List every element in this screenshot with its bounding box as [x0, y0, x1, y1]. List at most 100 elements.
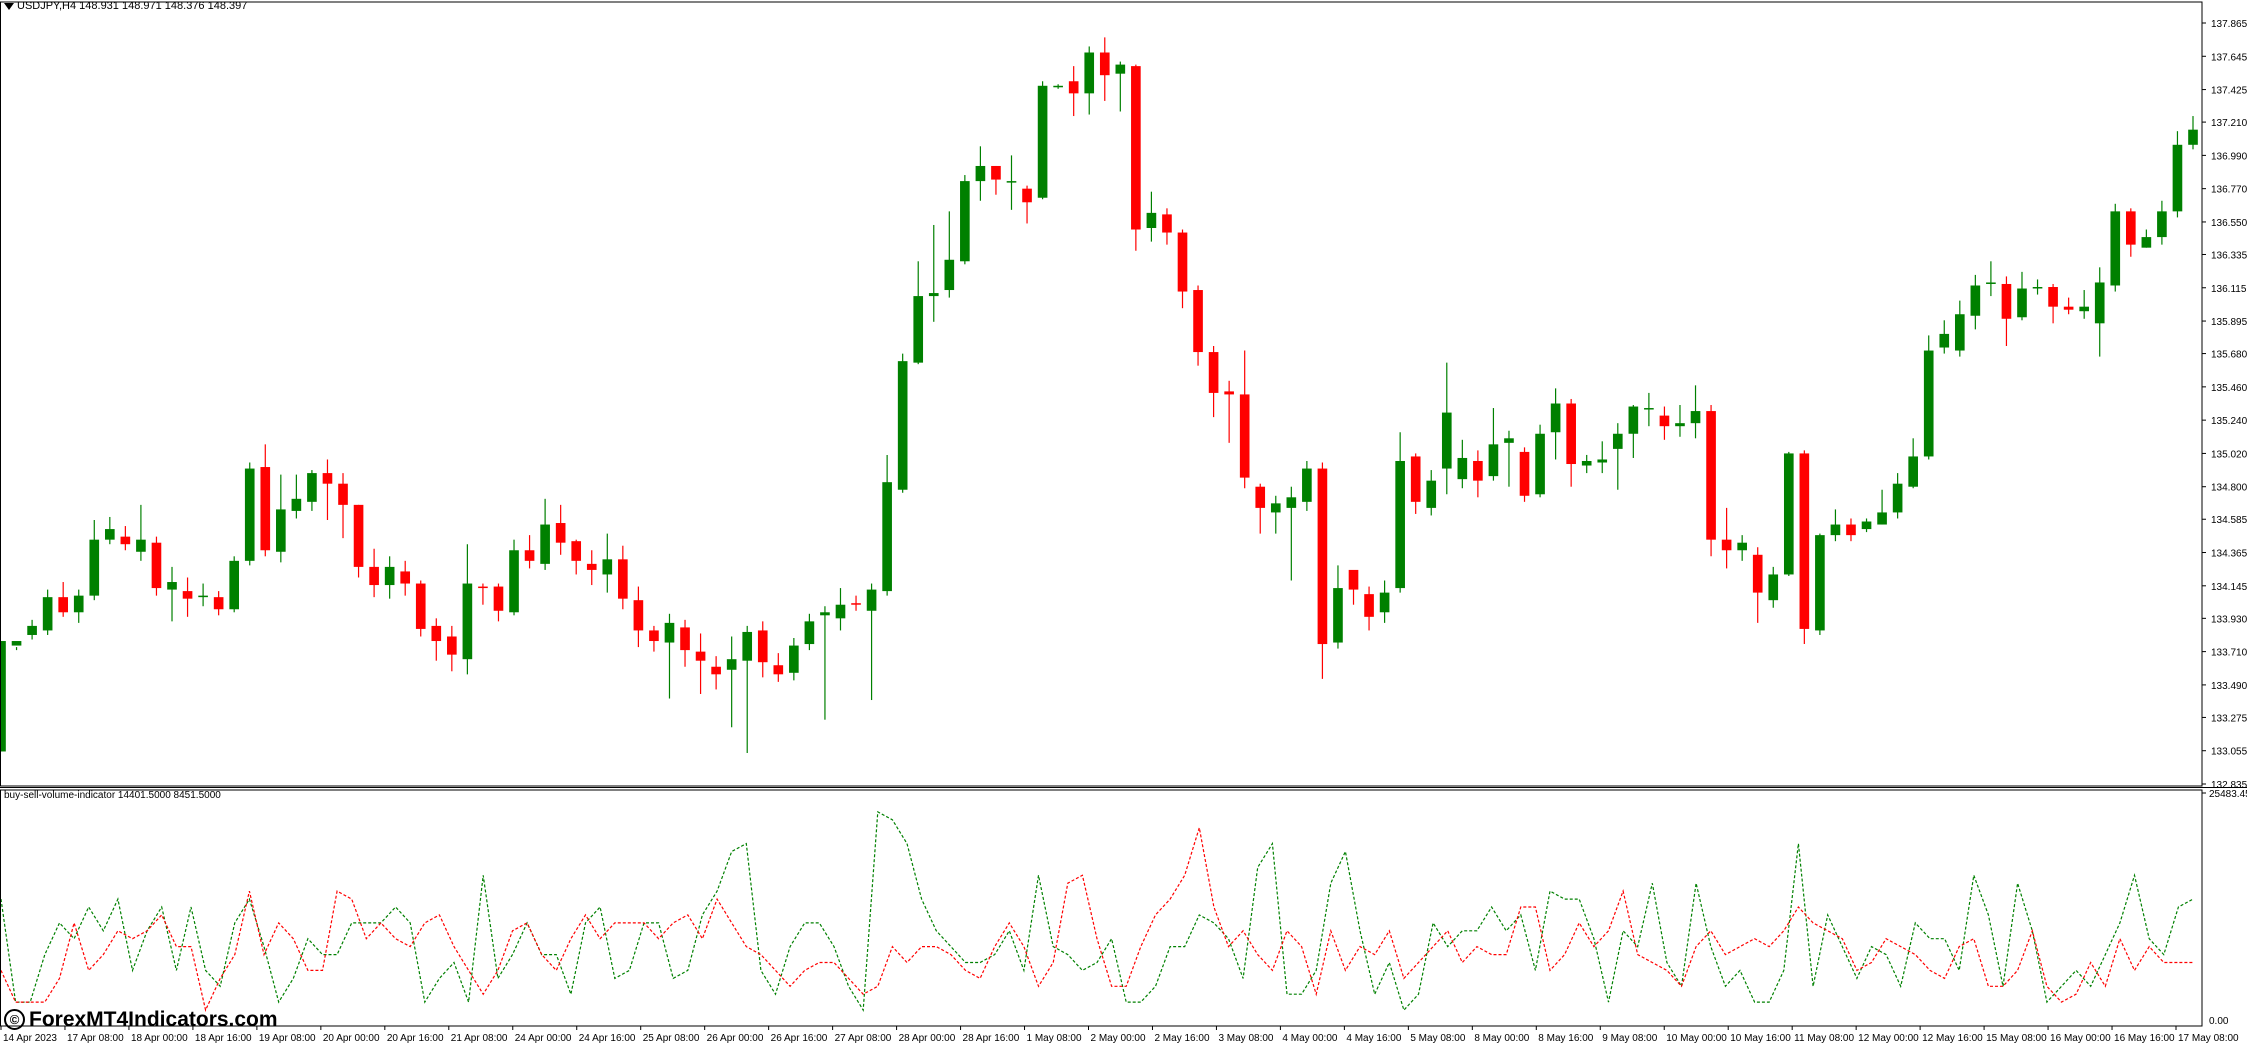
candle-body — [105, 529, 115, 540]
candle-body — [322, 473, 333, 484]
time-tick-label: 21 Apr 08:00 — [451, 1033, 508, 1044]
time-tick-label: 15 May 08:00 — [1986, 1033, 2047, 1044]
candle-body — [1612, 433, 1623, 449]
candle-body — [353, 504, 364, 567]
watermark: © ForexMT4Indicators.com — [4, 1008, 278, 1032]
candle-body — [260, 467, 271, 551]
candle-body — [229, 560, 240, 610]
candle-body — [1068, 81, 1079, 94]
candle-body — [1830, 524, 1841, 536]
candle-body — [1131, 66, 1141, 230]
price-tick-label: 134.145 — [2211, 582, 2247, 593]
candle-body — [633, 600, 644, 631]
time-tick-label: 28 Apr 00:00 — [899, 1033, 956, 1044]
candle-body — [1473, 460, 1483, 481]
candle-body — [1628, 406, 1639, 434]
price-tick-label: 132.835 — [2211, 780, 2247, 791]
price-tick-label: 137.865 — [2211, 19, 2247, 30]
candle-body — [415, 583, 426, 629]
time-tick-label: 5 May 08:00 — [1410, 1033, 1465, 1044]
candle-body — [1395, 460, 1405, 589]
candle-body — [1022, 188, 1032, 203]
candle-body — [493, 586, 504, 611]
candle-body — [2063, 306, 2074, 310]
candle-body — [182, 591, 193, 599]
candle-body — [2032, 287, 2043, 289]
candle-body — [1317, 468, 1328, 645]
candle-body — [1783, 453, 1794, 575]
time-tick-label: 8 May 00:00 — [1474, 1033, 1529, 1044]
candle-body — [1410, 456, 1421, 502]
time-tick-label: 18 Apr 16:00 — [195, 1033, 252, 1044]
candle-body — [851, 603, 861, 605]
time-tick-label: 9 May 08:00 — [1602, 1033, 1657, 1044]
price-tick-label: 135.680 — [2211, 350, 2247, 361]
candle-body — [524, 550, 535, 561]
candle-body — [1799, 453, 1810, 629]
candle-body — [1939, 333, 1950, 348]
candle-body — [1908, 456, 1918, 487]
candle-body — [1721, 539, 1732, 551]
candle-body — [2157, 211, 2167, 238]
candle-body — [89, 539, 100, 596]
candle-body — [2172, 144, 2183, 212]
candle-body — [0, 641, 6, 752]
candle-body — [571, 541, 582, 561]
candle-body — [1986, 282, 1996, 284]
candle-body — [1270, 503, 1281, 513]
candle-body — [1877, 512, 1887, 525]
candle-body — [695, 651, 706, 661]
time-tick-label: 10 May 00:00 — [1666, 1033, 1727, 1044]
candle-body — [1162, 214, 1172, 233]
candle-body — [167, 582, 177, 590]
price-tick-label: 137.210 — [2211, 118, 2247, 129]
candle-body — [73, 595, 84, 613]
candle-body — [11, 641, 22, 646]
time-tick-label: 20 Apr 00:00 — [323, 1033, 380, 1044]
candle-body — [1923, 350, 1934, 457]
candle-body — [2110, 211, 2121, 286]
candle-body — [944, 259, 955, 291]
price-tick-label: 133.490 — [2211, 681, 2247, 692]
candle-body — [151, 542, 162, 589]
candle-body — [1333, 588, 1343, 643]
candle-body — [2048, 287, 2058, 307]
candle-body — [1706, 411, 1716, 540]
time-tick-label: 16 May 16:00 — [2114, 1033, 2175, 1044]
candle-body — [2125, 211, 2136, 245]
price-tick-label: 133.930 — [2211, 614, 2247, 625]
candle-body — [1224, 391, 1234, 395]
time-tick-label: 12 May 16:00 — [1922, 1033, 1983, 1044]
candle-body — [835, 604, 846, 619]
candle-body — [42, 597, 53, 631]
price-tick-label: 135.895 — [2211, 317, 2247, 328]
candle-body — [1302, 468, 1312, 502]
time-tick-label: 28 Apr 16:00 — [963, 1033, 1020, 1044]
candle-body — [1006, 181, 1017, 183]
time-tick-label: 26 Apr 00:00 — [707, 1033, 764, 1044]
candle-body — [1084, 52, 1095, 94]
candles-layer — [0, 37, 2198, 753]
candle-body — [2094, 282, 2105, 324]
candle-body — [1099, 52, 1110, 76]
candle-body — [338, 483, 348, 505]
candle-body — [680, 627, 690, 651]
triangle-down-icon — [4, 2, 14, 10]
candle-body — [1644, 408, 1654, 410]
time-tick-label: 2 May 16:00 — [1154, 1033, 1209, 1044]
time-tick-label: 2 May 00:00 — [1091, 1033, 1146, 1044]
candle-body — [120, 536, 131, 545]
time-tick-label: 25 Apr 08:00 — [643, 1033, 700, 1044]
candle-body — [866, 589, 877, 611]
candle-body — [1970, 285, 1981, 316]
candle-body — [1519, 451, 1530, 496]
time-tick-label: 17 Apr 08:00 — [67, 1033, 124, 1044]
price-tick-label: 134.585 — [2211, 515, 2247, 526]
price-tick-label: 133.275 — [2211, 713, 2247, 724]
candle-body — [1286, 497, 1297, 508]
candle-body — [1815, 535, 1825, 631]
candle-body — [431, 625, 442, 642]
candle-body — [1737, 542, 1747, 551]
